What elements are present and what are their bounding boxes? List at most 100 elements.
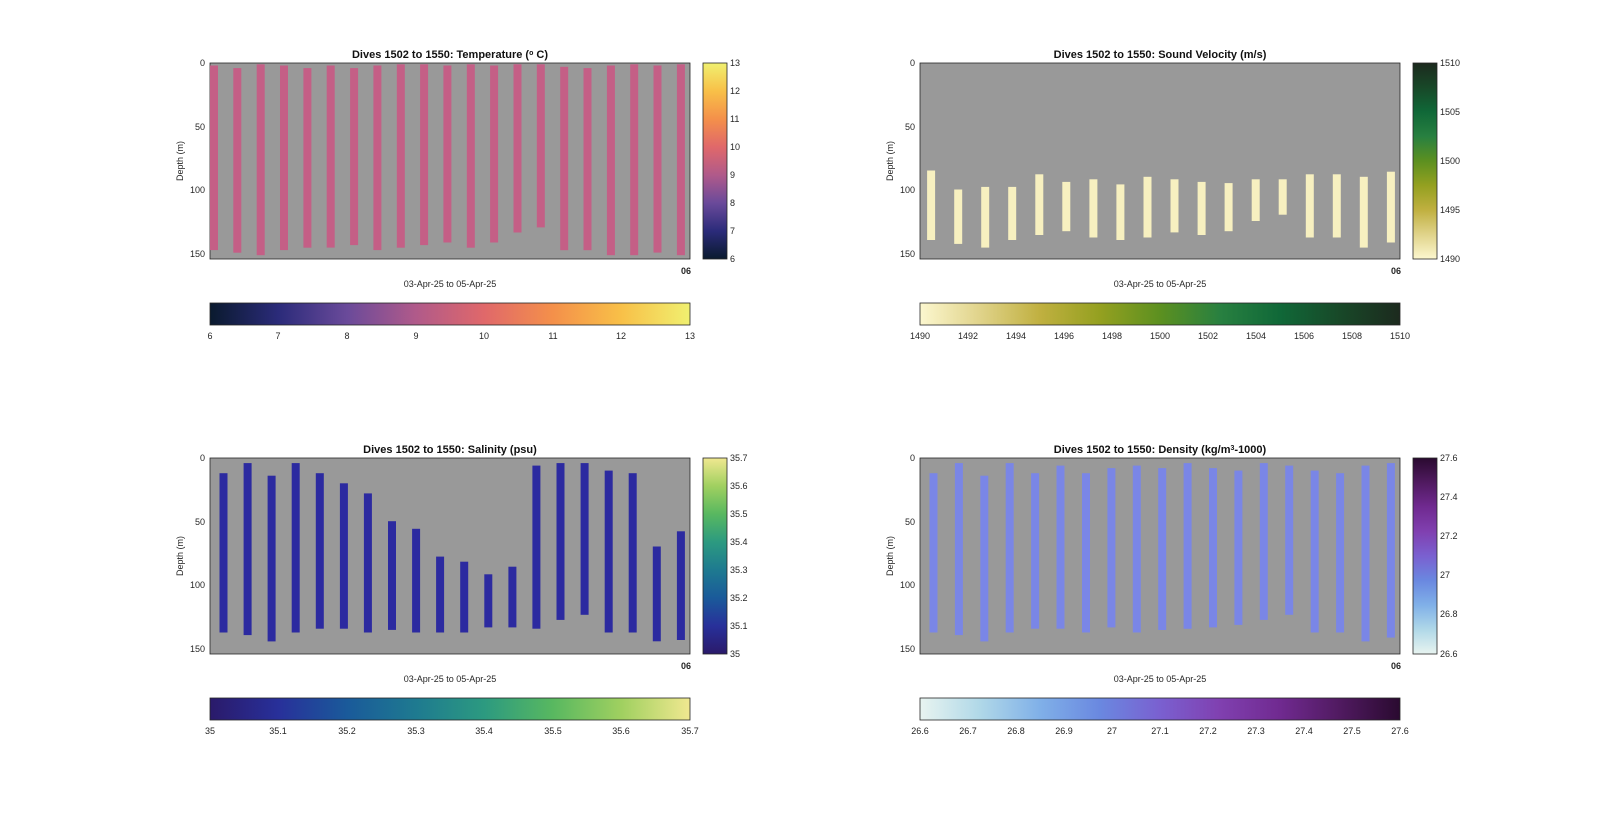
ytick-label: 150 [190,249,205,259]
density-corner-label: 06 [1391,661,1401,671]
density-xlabel: 03-Apr-25 to 05-Apr-25 [1114,674,1207,684]
cast-bar [1082,473,1090,633]
cast-bar [1285,465,1294,615]
cbar-tick: 1502 [1198,331,1218,341]
cbar-tick: 12 [616,331,626,341]
cast-bar [1158,468,1167,630]
cast-bar [630,64,639,256]
cbar-tick: 27.3 [1247,726,1265,736]
cast-bar [339,483,348,629]
cast-bar [653,65,662,253]
salinity-casts [219,463,685,642]
cast-bar [676,64,685,256]
cast-bar [412,528,421,633]
sound-velocity-corner-label: 06 [1391,266,1401,276]
temperature-colorbar-horizontal [209,302,691,326]
cbar-tick: 1490 [1440,254,1460,264]
cast-bar [513,64,522,233]
ytick-label: 0 [200,58,205,68]
cbar-tick: 8 [730,198,735,208]
cast-bar [1116,184,1125,240]
cast-bar [363,493,372,633]
cast-bar [981,186,990,248]
cast-bar [1336,473,1345,633]
cast-bar [1132,465,1141,633]
cbar-tick: 26.6 [1440,649,1458,659]
cbar-tick: 26.9 [1055,726,1073,736]
cast-bar [1062,181,1071,232]
ytick-label: 100 [900,580,915,590]
density-colorbar-vertical-ticks: 27.6 27.4 27.2 27 26.8 26.6 [1440,453,1458,659]
ytick-label: 50 [905,122,915,132]
cast-bar [443,65,452,243]
cast-bar [1170,179,1179,233]
cast-bar [1259,463,1268,620]
salinity-colorbar-horizontal [209,697,691,721]
cast-bar [436,556,445,633]
temperature-yticks: 0 50 100 150 [190,58,205,259]
cast-bar [1056,465,1065,629]
salinity-yticks: 0 50 100 150 [190,453,205,654]
cast-bar [466,64,475,248]
sound-velocity-colorbar-horizontal [919,302,1401,326]
cbar-tick: 10 [479,331,489,341]
temperature-corner-label: 06 [681,266,691,276]
salinity-title: Dives 1502 to 1550: Salinity (psu) [363,444,537,456]
cbar-tick: 1506 [1294,331,1314,341]
sound-velocity-plot-area [919,62,1401,260]
sound-velocity-yticks: 0 50 100 150 [900,58,915,259]
cast-bar [652,546,661,642]
cast-bar [210,65,218,251]
cbar-tick: 7 [275,331,280,341]
cbar-tick: 35.5 [544,726,562,736]
cast-bar [1107,468,1116,628]
ytick-label: 150 [190,644,205,654]
cast-bar [396,64,405,248]
cbar-tick: 1500 [1440,156,1460,166]
cast-bar [219,473,228,633]
ytick-label: 150 [900,249,915,259]
cbar-tick: 26.7 [959,726,977,736]
cast-bar [280,65,288,251]
cbar-tick: 27.2 [1440,531,1458,541]
cast-bar [532,465,541,629]
cast-bar [508,566,517,628]
cbar-tick: 1492 [958,331,978,341]
cast-bar [1310,470,1319,633]
cbar-tick: 27.2 [1199,726,1217,736]
cast-bar [1143,176,1152,238]
cbar-tick: 1498 [1102,331,1122,341]
cast-bar [373,65,382,251]
sound-velocity-colorbar-vertical-ticks: 1510 1505 1500 1495 1490 [1440,58,1460,264]
density-casts [929,463,1395,642]
salinity-plot-area [209,457,691,655]
cast-bar [460,561,469,633]
cast-bar [536,64,545,228]
temperature-ylabel: Depth (m) [175,141,185,181]
cast-bar [1224,183,1233,232]
temperature-colorbar-vertical [702,62,728,260]
cbar-tick: 9 [413,331,418,341]
cast-bar [1361,465,1370,642]
cast-bar [291,463,300,633]
cast-bar [606,65,615,256]
cast-bar [267,475,276,642]
sound-velocity-colorbar-horizontal-ticks: 1490 1492 1494 1496 1498 1500 1502 1504 … [910,331,1410,341]
cbar-tick: 1495 [1440,205,1460,215]
ytick-label: 0 [910,453,915,463]
cbar-tick: 35.1 [269,726,287,736]
cast-bar [350,68,359,246]
cast-bar [303,68,312,248]
cast-bar [1234,470,1243,625]
cbar-tick: 27.4 [1440,492,1458,502]
cbar-tick: 1490 [910,331,930,341]
cbar-tick: 26.8 [1440,609,1458,619]
cbar-tick: 26.6 [911,726,929,736]
cbar-tick: 1504 [1246,331,1266,341]
cast-bar [1005,463,1014,633]
ytick-label: 100 [900,185,915,195]
cast-bar [490,65,499,243]
cbar-tick: 27 [1107,726,1117,736]
cbar-tick: 35.2 [338,726,356,736]
